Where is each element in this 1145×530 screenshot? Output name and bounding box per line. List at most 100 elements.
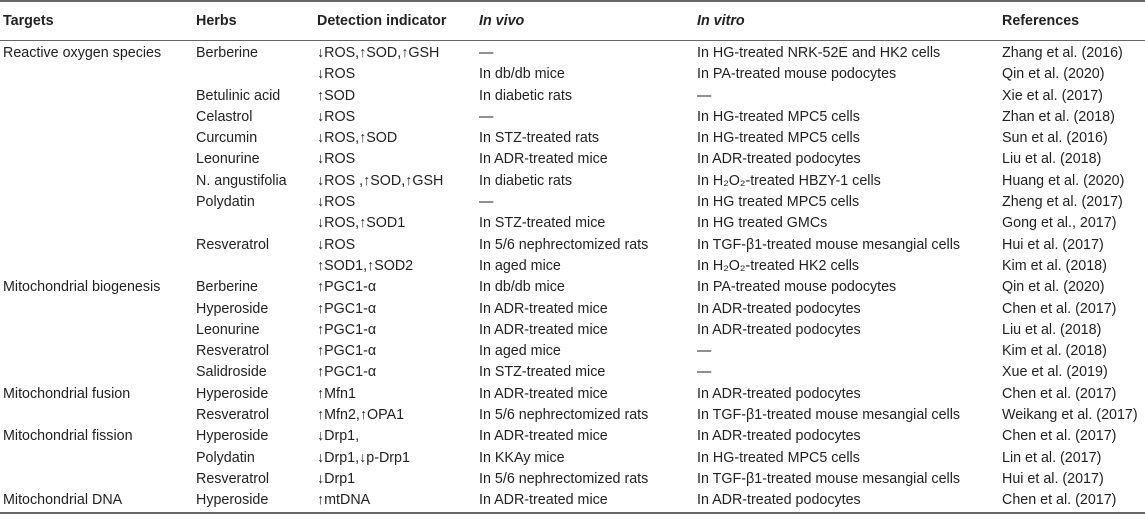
table-row: ↑SOD1,↑SOD2 In aged mice In H₂O₂-treated H…	[0, 256, 1145, 277]
indicator-cell: ↑SOD1,↑SOD2	[317, 257, 414, 274]
target-cell	[0, 149, 193, 170]
target-cell: Mitochondrial fusion	[3, 385, 131, 402]
reference-cell: Qin et al. (2020)	[1002, 66, 1105, 83]
in-vitro-cell: In HG-treated NRK-52E and HK2 cells	[697, 45, 941, 61]
indicator-cell: ↑PGC1-α	[317, 300, 377, 317]
indicator-cell: ↑PGC1-α	[317, 364, 377, 381]
target-cell: Mitochondrial DNA	[0, 490, 193, 514]
table-row: Betulinic acid ↑SOD In diabetic rats — Xie e…	[0, 86, 1145, 107]
in-vitro-cell: In ADR-treated podocytes	[697, 300, 861, 317]
herb-cell	[193, 256, 314, 277]
herb-cell: Leonurine	[196, 321, 260, 338]
in-vitro-cell: In TGF-β1-treated mouse mesangial cells	[697, 236, 961, 253]
in-vitro-cell: In HG-treated MPC5 cells	[697, 130, 860, 147]
in-vivo-cell: In ADR-treated mice	[479, 300, 608, 317]
table-row: Hyperoside ↑PGC1-α In ADR-treated mice In A…	[0, 299, 1145, 320]
target-cell	[0, 235, 193, 256]
in-vivo-cell: In STZ-treated mice	[479, 215, 606, 232]
in-vivo-cell: In aged mice	[479, 343, 561, 360]
in-vitro-cell: —	[697, 364, 712, 381]
table-header-row: Targets Herbs Detection indicator In viv…	[0, 0, 1145, 41]
indicator-cell: ↓ROS	[317, 151, 356, 168]
indicator-cell: ↑Mfn1	[317, 385, 356, 402]
herb-cell: Resveratrol	[196, 407, 270, 424]
in-vivo-cell: —	[479, 194, 494, 211]
herb-cell: Celastrol	[196, 108, 253, 125]
herb-cell: Hyperoside	[196, 428, 269, 445]
herb-cell: Salidroside	[196, 364, 267, 381]
in-vitro-cell: In ADR-treated podocytes	[697, 151, 861, 168]
table-row: Mitochondrial biogenesis Berberine ↑PGC1-α…	[0, 277, 1145, 298]
in-vitro-cell: —	[697, 87, 712, 104]
table-row: Leonurine ↓ROS In ADR-treated mice In ADR-t…	[0, 149, 1145, 170]
in-vivo-cell: In KKAy mice	[479, 449, 565, 466]
reference-cell: Chen et al. (2017)	[999, 490, 1145, 514]
herb-cell: N. angustifolia	[196, 172, 287, 189]
herb-cell	[193, 213, 314, 234]
in-vitro-cell: In H₂O₂-treated HK2 cells	[697, 257, 860, 274]
header-in-vitro: In vitro	[694, 0, 999, 41]
herb-cell: Polydatin	[196, 449, 255, 466]
indicator-cell: ↓ROS	[317, 194, 356, 211]
target-cell	[0, 86, 193, 107]
target-cell	[0, 64, 193, 85]
in-vitro-cell: In H₂O₂-treated HBZY-1 cells	[697, 172, 881, 189]
table-row: Polydatin ↓Drp1,↓p-Drp1 In KKAy mice In HG-…	[0, 448, 1145, 469]
target-cell	[0, 469, 193, 490]
herb-cell: Leonurine	[196, 151, 260, 168]
reference-cell: Sun et al. (2016)	[1002, 130, 1108, 147]
herb-cell: Betulinic acid	[196, 87, 281, 104]
target-cell	[0, 341, 193, 362]
table-row: Leonurine ↑PGC1-α In ADR-treated mice In AD…	[0, 320, 1145, 341]
herb-cell: Polydatin	[196, 194, 255, 211]
indicator-cell: ↓ROS,↑SOD,↑GSH	[317, 45, 440, 61]
in-vitro-cell: In TGF-β1-treated mouse mesangial cells	[697, 407, 961, 424]
indicator-cell: ↑mtDNA	[314, 490, 476, 514]
table-row: Celastrol ↓ROS — In HG-treated MPC5 cells Zh…	[0, 107, 1145, 128]
header-references: References	[999, 0, 1145, 41]
header-detection-indicator: Detection indicator	[314, 0, 476, 41]
in-vitro-cell: In HG treated GMCs	[697, 215, 828, 232]
table-row: Resveratrol ↓Drp1 In 5/6 nephrectomized ra…	[0, 469, 1145, 490]
target-cell	[0, 213, 193, 234]
in-vivo-cell: —	[479, 45, 494, 61]
in-vitro-cell: In TGF-β1-treated mouse mesangial cells	[697, 470, 961, 487]
table-row: Polydatin ↓ROS — In HG treated MPC5 cells Zh…	[0, 192, 1145, 213]
table-row: Resveratrol ↓ROS In 5/6 nephrectomized rat…	[0, 235, 1145, 256]
reference-cell: Zhang et al. (2016)	[1002, 45, 1123, 61]
reference-cell: Chen et al. (2017)	[1002, 428, 1117, 445]
herb-cell: Resveratrol	[196, 236, 270, 253]
table-row: ↓ROS,↑SOD1 In STZ-treated mice In HG treat…	[0, 213, 1145, 234]
in-vitro-cell: In HG-treated MPC5 cells	[697, 449, 860, 466]
in-vivo-cell: In db/db mice	[479, 279, 565, 296]
in-vitro-cell: In HG treated MPC5 cells	[697, 194, 860, 211]
herb-cell: Hyperoside	[193, 490, 314, 514]
reference-cell: Kim et al. (2018)	[1002, 343, 1107, 360]
in-vitro-cell: In ADR-treated podocytes	[697, 321, 861, 338]
in-vivo-cell: In ADR-treated mice	[479, 428, 608, 445]
herb-cell: Hyperoside	[196, 385, 269, 402]
indicator-cell: ↓ROS,↑SOD	[317, 130, 398, 147]
target-cell	[0, 192, 193, 213]
herb-cell	[193, 64, 314, 85]
table-row: Salidroside ↑PGC1-α In STZ-treated mice — Xu…	[0, 362, 1145, 383]
in-vivo-cell: In STZ-treated rats	[479, 130, 599, 147]
target-cell: Reactive oxygen species	[3, 45, 162, 61]
reference-cell: Hui et al. (2017)	[1002, 236, 1104, 253]
reference-cell: Zheng et al. (2017)	[1002, 194, 1123, 211]
indicator-cell: ↑SOD	[317, 87, 356, 104]
target-cell	[0, 299, 193, 320]
in-vivo-cell: In 5/6 nephrectomized rats	[479, 236, 649, 253]
reference-cell: Kim et al. (2018)	[1002, 257, 1107, 274]
table-row: Mitochondrial fusion Hyperoside ↑Mfn1 In AD…	[0, 384, 1145, 405]
indicator-cell: ↑PGC1-α	[317, 321, 377, 338]
table-row: Resveratrol ↑Mfn2,↑OPA1 In 5/6 nephrectomi…	[0, 405, 1145, 426]
herb-cell: Curcumin	[196, 130, 258, 147]
target-cell	[0, 107, 193, 128]
target-cell	[0, 362, 193, 383]
reference-cell: Lin et al. (2017)	[1002, 449, 1102, 466]
in-vitro-cell: In HG-treated MPC5 cells	[697, 108, 860, 125]
in-vivo-cell: In 5/6 nephrectomized rats	[479, 470, 649, 487]
indicator-cell: ↑PGC1-α	[317, 343, 377, 360]
herb-cell: Hyperoside	[196, 300, 269, 317]
